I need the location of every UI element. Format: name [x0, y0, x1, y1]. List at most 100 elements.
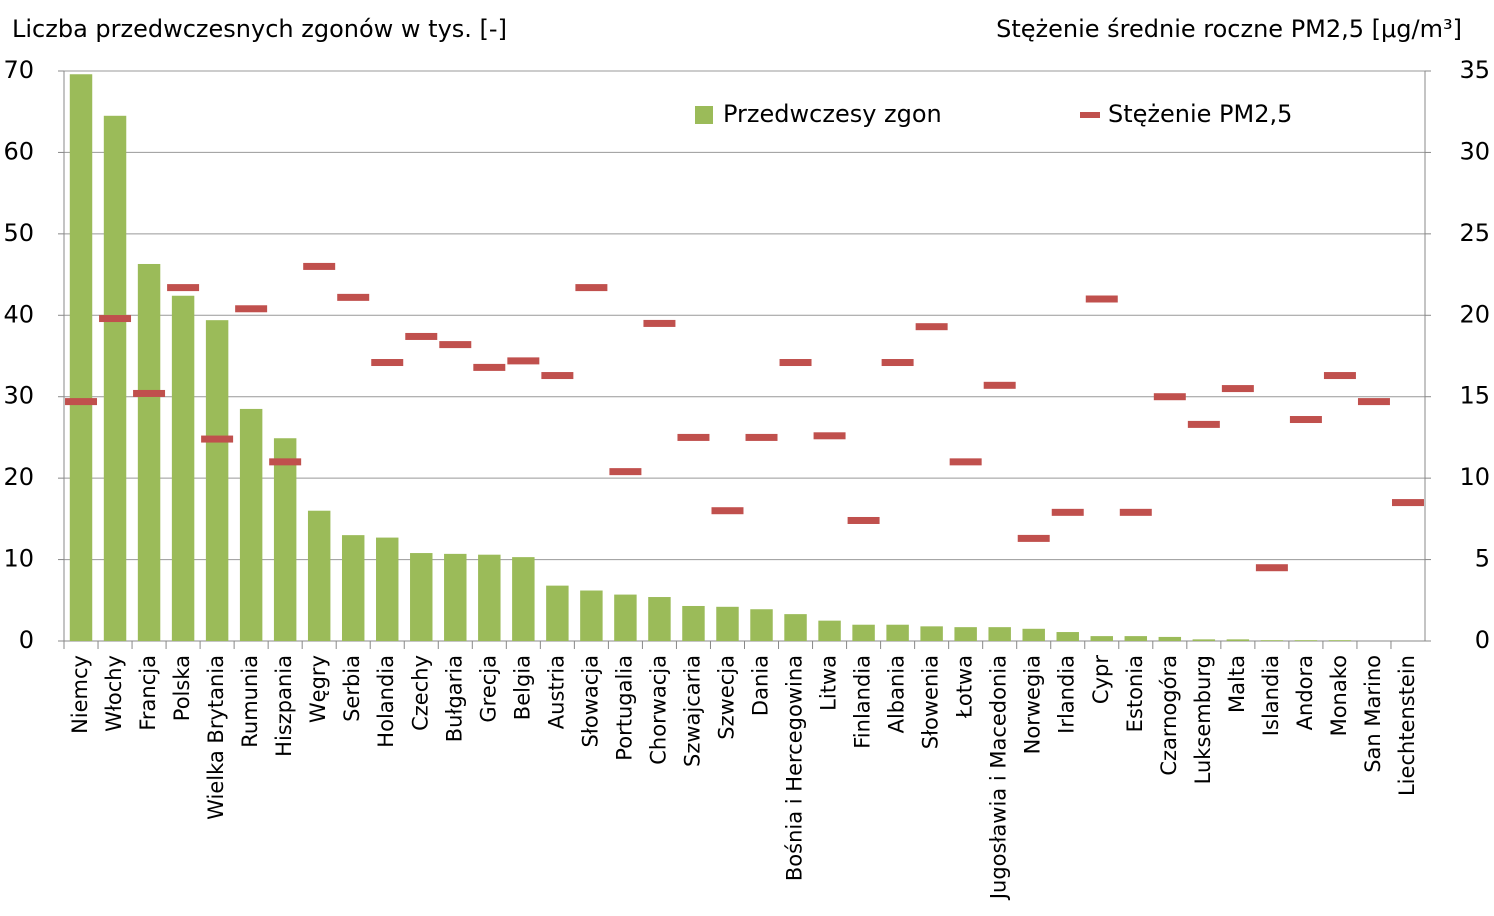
bar [307, 510, 331, 641]
bar [1328, 640, 1352, 641]
x-tick-label: Francja [136, 655, 160, 731]
bar [818, 620, 841, 641]
bar [1056, 632, 1079, 641]
marker [65, 398, 98, 406]
marker [269, 458, 302, 466]
x-tick-label: Czarnogóra [1157, 655, 1181, 776]
x-tick-label: Bułgaria [442, 655, 466, 742]
bar [580, 590, 603, 641]
marker [167, 284, 200, 292]
x-tick-label: Malta [1225, 655, 1249, 713]
bar [1124, 636, 1148, 641]
legend-symbol [695, 106, 713, 124]
marker [439, 341, 472, 349]
legend-label: Stężenie PM2,5 [1108, 100, 1292, 128]
marker [779, 359, 812, 367]
marker [235, 305, 268, 313]
x-tick-label: Estonia [1123, 655, 1147, 732]
marker [303, 262, 336, 270]
bar [682, 605, 705, 641]
bar [886, 624, 909, 641]
x-tick-label: Niemcy [68, 655, 92, 734]
bar [1158, 636, 1182, 641]
bar [546, 585, 569, 641]
x-tick-label: Luksemburg [1191, 655, 1215, 784]
marker [949, 458, 982, 466]
y2-tick-label: 0 [1475, 626, 1490, 654]
bar [69, 74, 93, 641]
marker [99, 315, 132, 323]
bar [852, 624, 875, 641]
x-tick-label: Dania [749, 655, 773, 716]
x-tick-label: Rumunia [238, 655, 262, 748]
marker [1119, 508, 1152, 516]
bar [410, 553, 433, 641]
marker [201, 435, 234, 443]
y-tick-label: 50 [3, 219, 34, 247]
bar [1294, 640, 1318, 641]
marker [1323, 372, 1356, 380]
marker [473, 363, 506, 371]
x-tick-label: Słowacja [578, 655, 602, 747]
x-tick-label: Andora [1293, 655, 1317, 730]
x-tick-label: Węgry [306, 655, 330, 723]
x-tick-label: Portugalia [612, 655, 636, 761]
marker [1289, 416, 1322, 424]
x-tick-label: Szwecja [714, 655, 738, 740]
x-tick-label: Austria [544, 655, 568, 729]
x-tick-label: Belgia [510, 655, 534, 720]
y-tick-label: 40 [3, 300, 34, 328]
marker [677, 433, 710, 441]
bar [750, 609, 773, 641]
marker [1017, 534, 1050, 542]
marker [1255, 564, 1288, 572]
y-tick-label: 70 [3, 56, 34, 84]
x-tick-label: Chorwacja [646, 655, 670, 765]
bar [239, 408, 263, 641]
bar [716, 606, 739, 641]
x-tick-label: Włochy [102, 655, 126, 732]
legend-symbol [1080, 112, 1100, 118]
x-tick-label: Monako [1327, 655, 1351, 736]
marker [405, 332, 438, 340]
y2-axis-title: Stężenie średnie roczne PM2,5 [μg/m³] [996, 15, 1462, 43]
y2-tick-label: 25 [1459, 219, 1490, 247]
y-axis-title: Liczba przedwczesnych zgonów w tys. [-] [12, 15, 507, 43]
y-tick-label: 20 [3, 463, 34, 491]
bar [1090, 636, 1113, 641]
x-tick-label: San Marino [1361, 655, 1385, 773]
bar [512, 557, 535, 641]
marker [371, 359, 404, 367]
bar [171, 295, 195, 641]
bar [920, 626, 943, 641]
y2-tick-label: 20 [1459, 300, 1490, 328]
y-tick-label: 10 [3, 545, 34, 573]
marker [575, 284, 608, 292]
bar [444, 553, 467, 641]
x-tick-label: Litwa [817, 655, 841, 711]
x-tick-label: Czechy [408, 655, 432, 731]
marker [1391, 499, 1424, 507]
x-tick-label: Finlandia [851, 655, 875, 749]
marker [1357, 398, 1390, 406]
x-tick-label: Wielka Brytania [204, 655, 228, 820]
x-tick-label: Szwajcaria [680, 655, 704, 767]
marker [745, 433, 778, 441]
marker [881, 359, 914, 367]
x-tick-label: Polska [170, 655, 194, 721]
x-tick-label: Grecja [476, 655, 500, 723]
marker [507, 357, 540, 365]
x-tick-label: Bośnia i Hercegowina [783, 655, 807, 881]
x-tick-label: Łotwa [953, 655, 977, 719]
marker [643, 319, 676, 327]
x-tick-label: Słowenia [919, 655, 943, 749]
marker [609, 468, 642, 476]
bar [1226, 639, 1250, 641]
bar [137, 263, 161, 641]
marker [1187, 420, 1220, 428]
y2-tick-label: 30 [1459, 137, 1490, 165]
bar [341, 535, 365, 641]
legend-label: Przedwczesy zgon [723, 100, 942, 128]
bar [478, 554, 501, 641]
bar [1022, 628, 1045, 641]
